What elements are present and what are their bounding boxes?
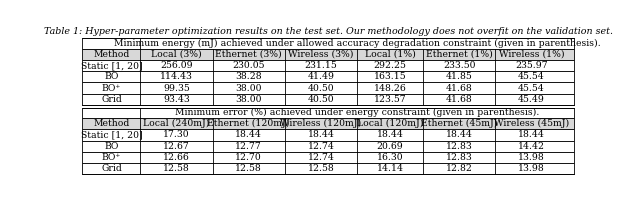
- Text: 148.26: 148.26: [374, 83, 406, 93]
- Text: 18.44: 18.44: [236, 130, 262, 140]
- Bar: [83, 71, 573, 82]
- Text: 40.50: 40.50: [308, 83, 334, 93]
- Text: 12.83: 12.83: [446, 142, 473, 151]
- Text: Static [1, 20]: Static [1, 20]: [81, 130, 142, 140]
- Text: 230.05: 230.05: [232, 61, 265, 70]
- Bar: [83, 152, 573, 163]
- Text: 38.00: 38.00: [236, 83, 262, 93]
- Text: 235.97: 235.97: [515, 61, 548, 70]
- Text: 18.44: 18.44: [518, 130, 545, 140]
- Text: 45.49: 45.49: [518, 95, 545, 104]
- Text: 16.30: 16.30: [377, 153, 403, 162]
- Text: 17.30: 17.30: [163, 130, 190, 140]
- Text: 93.43: 93.43: [163, 95, 190, 104]
- Text: Ethernet (3%): Ethernet (3%): [215, 50, 282, 59]
- Text: 41.68: 41.68: [446, 95, 473, 104]
- Text: 38.28: 38.28: [236, 72, 262, 81]
- Text: 41.49: 41.49: [307, 72, 334, 81]
- Text: 45.54: 45.54: [518, 83, 545, 93]
- Text: Local (120mJ): Local (120mJ): [357, 119, 424, 128]
- Bar: [83, 60, 573, 71]
- Text: 12.67: 12.67: [163, 142, 190, 151]
- Text: 12.58: 12.58: [307, 164, 334, 173]
- Text: Grid: Grid: [101, 164, 122, 173]
- Text: 12.70: 12.70: [236, 153, 262, 162]
- Text: 12.77: 12.77: [236, 142, 262, 151]
- Text: 114.43: 114.43: [160, 72, 193, 81]
- Text: 20.69: 20.69: [377, 142, 403, 151]
- Bar: [83, 49, 573, 60]
- Text: 99.35: 99.35: [163, 83, 190, 93]
- Text: 12.66: 12.66: [163, 153, 190, 162]
- Text: 14.14: 14.14: [376, 164, 404, 173]
- Bar: [83, 141, 573, 152]
- Text: 12.58: 12.58: [163, 164, 190, 173]
- Text: BO: BO: [104, 72, 118, 81]
- Text: 231.15: 231.15: [305, 61, 337, 70]
- Bar: [83, 163, 573, 174]
- Bar: [83, 94, 573, 105]
- Text: BO⁺: BO⁺: [102, 153, 121, 162]
- Text: BO: BO: [104, 142, 118, 151]
- Bar: [83, 38, 573, 49]
- Text: Local (1%): Local (1%): [365, 50, 415, 59]
- Text: 18.44: 18.44: [307, 130, 334, 140]
- Text: Method: Method: [93, 119, 130, 128]
- Text: Grid: Grid: [101, 95, 122, 104]
- Text: 163.15: 163.15: [374, 72, 406, 81]
- Text: Wireless (45mJ): Wireless (45mJ): [494, 119, 569, 128]
- Text: 123.57: 123.57: [374, 95, 406, 104]
- Text: Ethernet (45mJ): Ethernet (45mJ): [421, 119, 498, 128]
- Text: 256.09: 256.09: [160, 61, 193, 70]
- Text: 18.44: 18.44: [377, 130, 404, 140]
- Text: Ethernet (120mJ): Ethernet (120mJ): [207, 119, 290, 128]
- Text: 40.50: 40.50: [308, 95, 334, 104]
- Text: Minimum error (%) achieved under energy constraint (given in parenthesis).: Minimum error (%) achieved under energy …: [175, 108, 539, 117]
- Text: 12.83: 12.83: [446, 153, 473, 162]
- Text: Ethernet (1%): Ethernet (1%): [426, 50, 493, 59]
- Bar: [83, 129, 573, 141]
- Text: 18.44: 18.44: [446, 130, 473, 140]
- Text: Static [1, 20]: Static [1, 20]: [81, 61, 142, 70]
- Text: Minimum energy (mJ) achieved under allowed accuracy degradation constraint (give: Minimum energy (mJ) achieved under allow…: [113, 39, 600, 48]
- Bar: [83, 118, 573, 129]
- Text: 14.42: 14.42: [518, 142, 545, 151]
- Text: 13.98: 13.98: [518, 164, 545, 173]
- Text: Table 1: Hyper-parameter optimization results on the test set. Our methodology d: Table 1: Hyper-parameter optimization re…: [44, 27, 612, 36]
- Text: 12.58: 12.58: [236, 164, 262, 173]
- Text: 41.68: 41.68: [446, 83, 473, 93]
- Text: 12.74: 12.74: [307, 153, 334, 162]
- Text: 233.50: 233.50: [443, 61, 476, 70]
- Text: 41.85: 41.85: [446, 72, 473, 81]
- Text: 12.74: 12.74: [307, 142, 334, 151]
- Text: 38.00: 38.00: [236, 95, 262, 104]
- Bar: [83, 82, 573, 94]
- Text: Wireless (1%): Wireless (1%): [499, 50, 564, 59]
- Text: 45.54: 45.54: [518, 72, 545, 81]
- Text: 13.98: 13.98: [518, 153, 545, 162]
- Bar: [83, 108, 573, 118]
- Text: Local (240mJ): Local (240mJ): [143, 119, 210, 128]
- Text: Wireless (3%): Wireless (3%): [288, 50, 354, 59]
- Text: Local (3%): Local (3%): [151, 50, 202, 59]
- Text: 292.25: 292.25: [374, 61, 406, 70]
- Text: BO⁺: BO⁺: [102, 83, 121, 93]
- Text: Wireless (120mJ): Wireless (120mJ): [280, 119, 362, 128]
- Text: Method: Method: [93, 50, 130, 59]
- Text: 12.82: 12.82: [446, 164, 473, 173]
